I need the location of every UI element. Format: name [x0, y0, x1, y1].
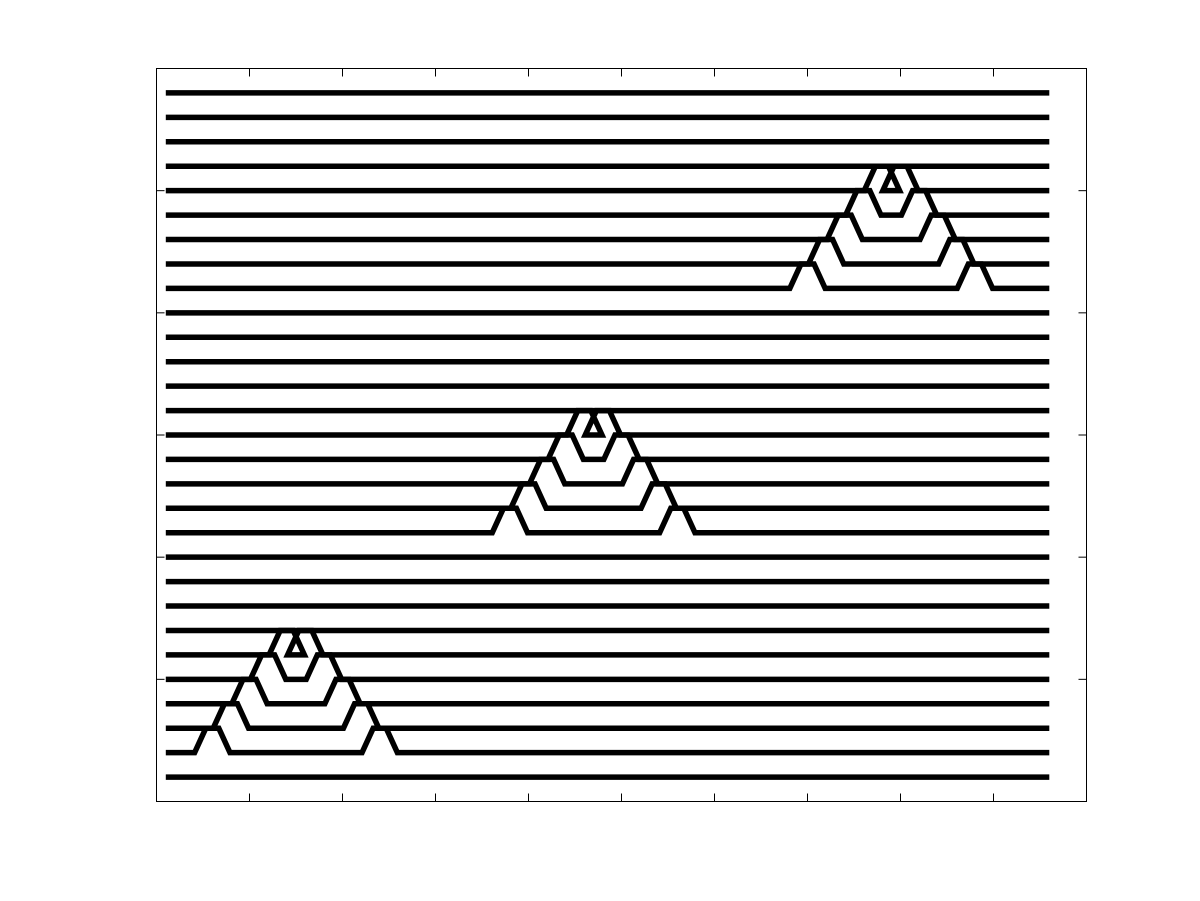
series-line-21: [165, 261, 1050, 292]
series-line-25: [165, 163, 1050, 194]
series-line-22: [165, 236, 1050, 267]
series-line-12: [165, 481, 1050, 512]
axis-ticks: [156, 68, 1087, 802]
series-line-3: [165, 701, 1050, 731]
series-line-15: [165, 407, 1050, 438]
series-line-2: [165, 725, 1050, 756]
series-line-4: [165, 676, 1050, 707]
series-line-5: [165, 652, 1050, 683]
series-line-14: [165, 432, 1050, 463]
plot-series-group: [165, 90, 1050, 780]
series-line-24: [165, 187, 1050, 218]
series-line-23: [165, 212, 1050, 243]
series-line-6: [165, 627, 1050, 658]
axes-frame: [156, 68, 1087, 802]
series-line-13: [165, 456, 1050, 487]
series-line-11: [165, 505, 1050, 536]
